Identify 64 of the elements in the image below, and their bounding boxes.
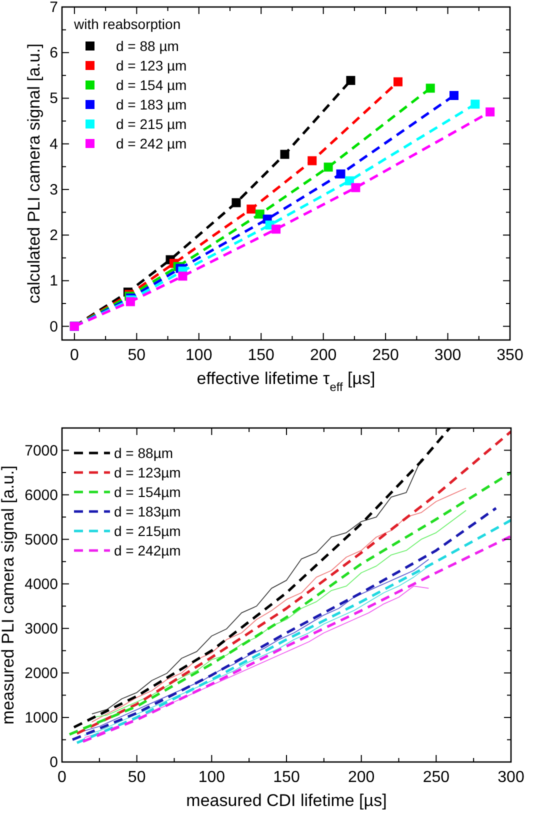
legend-label: d = 215µm bbox=[114, 523, 181, 539]
point bbox=[351, 183, 360, 192]
legend-label: d = 88 µm bbox=[116, 38, 179, 54]
x-tick-label: 300 bbox=[434, 347, 462, 364]
x-tick-label: 50 bbox=[128, 769, 146, 786]
point bbox=[246, 204, 256, 214]
y-tick-label: 0 bbox=[50, 318, 58, 336]
legend-label: d = 154 µm bbox=[116, 77, 187, 93]
point bbox=[232, 198, 241, 208]
y-tick-label: 2 bbox=[50, 227, 58, 244]
y-tick-label: 2000 bbox=[24, 664, 58, 682]
y-tick-label: 6 bbox=[50, 44, 58, 62]
x-tick-label: 150 bbox=[273, 769, 300, 786]
y-tick-label: 6000 bbox=[24, 486, 58, 504]
point bbox=[178, 272, 188, 281]
legend-label: d = 123µm bbox=[114, 464, 181, 480]
point bbox=[426, 84, 435, 93]
legend-label: d = 215 µm bbox=[116, 116, 187, 132]
point bbox=[486, 107, 495, 116]
legend-label: d = 242µm bbox=[114, 542, 181, 558]
y-tick-label: 4000 bbox=[24, 576, 58, 593]
x-tick-label: 100 bbox=[198, 769, 226, 786]
legend-title: with reabsorption bbox=[73, 16, 181, 32]
y-tick-label: 5000 bbox=[24, 531, 58, 548]
legend-label: d = 183µm bbox=[114, 504, 181, 520]
legend-label: d = 123 µm bbox=[116, 58, 187, 74]
legend-label: d = 183 µm bbox=[116, 96, 187, 112]
x-tick-label: 0 bbox=[70, 347, 79, 364]
y-axis-title: calculated PLI camera signal [a.u.] bbox=[24, 44, 44, 304]
point bbox=[336, 169, 346, 178]
point bbox=[255, 210, 264, 219]
point bbox=[324, 162, 333, 172]
y-tick-label: 7 bbox=[50, 0, 58, 16]
y-tick-label: 7000 bbox=[24, 442, 58, 460]
y-tick-label: 0 bbox=[50, 754, 58, 771]
x-axis-title: effective lifetime τ$_{eff}$ [µs] bbox=[196, 369, 376, 394]
y-tick-label: 5 bbox=[50, 90, 58, 108]
point bbox=[272, 224, 281, 234]
y-axis-title: measured PLI camera signal [a.u.] bbox=[0, 466, 18, 724]
point bbox=[308, 156, 317, 166]
point bbox=[394, 77, 402, 86]
legend-label: d = 88µm bbox=[114, 445, 174, 461]
x-tick-label: 200 bbox=[348, 769, 375, 786]
y-tick-label: 3 bbox=[50, 181, 58, 198]
point bbox=[470, 100, 480, 109]
x-tick-label: 350 bbox=[496, 347, 524, 364]
y-tick-label: 4 bbox=[50, 136, 58, 153]
point bbox=[346, 76, 356, 85]
x-tick-label: 250 bbox=[372, 347, 399, 364]
x-tick-label: 300 bbox=[498, 769, 524, 786]
y-tick-label: 1000 bbox=[24, 709, 58, 726]
y-tick-label: 3000 bbox=[24, 620, 58, 638]
x-tick-label: 250 bbox=[422, 769, 450, 786]
x-tick-label: 200 bbox=[310, 347, 337, 364]
point bbox=[344, 176, 354, 186]
point bbox=[450, 90, 458, 100]
x-tick-label: 100 bbox=[186, 347, 212, 364]
point bbox=[280, 150, 290, 159]
x-axis-title: measured CDI lifetime [µs] bbox=[186, 791, 387, 810]
y-tick-label: 1 bbox=[50, 272, 58, 290]
legend-label: d = 154µm bbox=[114, 484, 181, 500]
x-tick-label: 50 bbox=[128, 347, 146, 364]
x-tick-label: 150 bbox=[248, 347, 275, 364]
legend-label: d = 242 µm bbox=[116, 136, 187, 152]
